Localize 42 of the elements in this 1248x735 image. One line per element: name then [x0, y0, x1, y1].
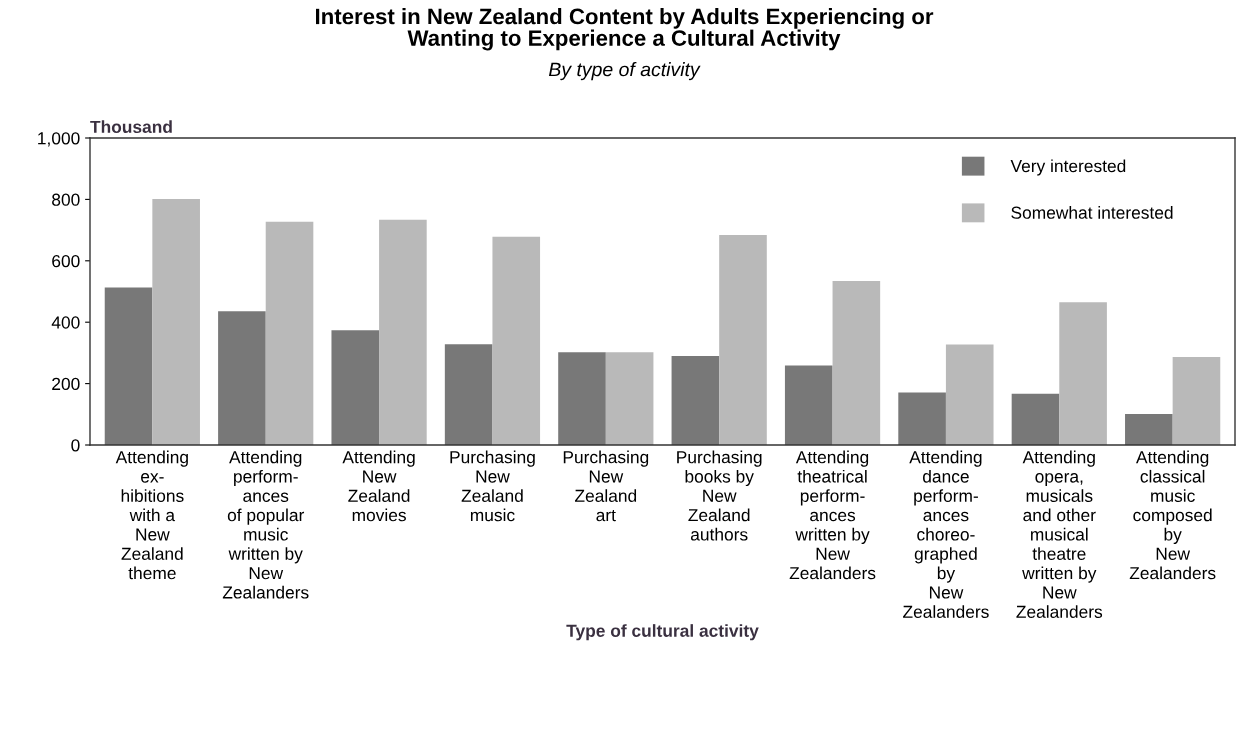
x-tick-label: Purchasing New Zealand art	[563, 450, 649, 522]
category-label: Attending opera, musicals and other musical theatre written by New Zealanders	[1016, 450, 1103, 618]
bar	[265, 221, 314, 445]
category-label: Attending dance perform- ances choreo- graphed by New Zealanders	[903, 450, 989, 618]
chart-title: Interest in New Zealand Content by Adults Experiencing or Wanting to Experience a Cultural Activity	[316, 8, 934, 51]
x-tick-label: Attending classical music composed by New Zealanders	[1129, 450, 1216, 580]
bar	[1125, 413, 1173, 445]
bar	[671, 355, 720, 445]
bar	[719, 235, 767, 445]
bar	[444, 344, 493, 445]
x-tick-label: Purchasing books by New Zealand authors	[677, 450, 762, 541]
bar	[218, 311, 266, 445]
bar	[832, 281, 881, 445]
bar	[331, 330, 380, 445]
bar	[104, 287, 153, 445]
x-tick-label: Purchasing New Zealand music	[450, 450, 535, 522]
bar	[784, 365, 833, 445]
y-tick-label: 800	[52, 193, 80, 206]
legend-label: Somewhat interested	[1011, 206, 1173, 219]
y-tick-label: 600	[52, 254, 80, 268]
bar	[898, 392, 946, 445]
bar	[1059, 302, 1107, 445]
x-tick-label: Attending ex- hibitions with a New Zealand theme	[115, 450, 188, 580]
bar	[945, 344, 994, 445]
bar	[379, 219, 427, 445]
chart-subtitle: By type of activity	[548, 62, 701, 81]
y-tick-label: 0	[71, 439, 80, 452]
bar	[1011, 393, 1060, 445]
bar	[152, 199, 200, 445]
bar	[558, 352, 606, 445]
bar	[492, 236, 541, 445]
legend-label: Very interested	[1010, 159, 1126, 176]
bar	[1172, 356, 1221, 445]
y-axis-title: Thousand	[90, 120, 172, 134]
x-tick-label: Attending New Zealand movies	[342, 450, 415, 522]
bar	[605, 352, 654, 445]
x-tick-label: Attending perform- ances of popular music written by New Zealanders	[222, 450, 309, 599]
y-tick-label: 1,000	[38, 132, 80, 147]
x-tick-label: Attending theatrical perform- ances written by New Zealanders	[789, 450, 876, 580]
x-axis-title: Type of cultural activity	[566, 624, 759, 641]
y-tick-label: 200	[52, 377, 80, 391]
y-tick-label: 400	[51, 316, 80, 329]
